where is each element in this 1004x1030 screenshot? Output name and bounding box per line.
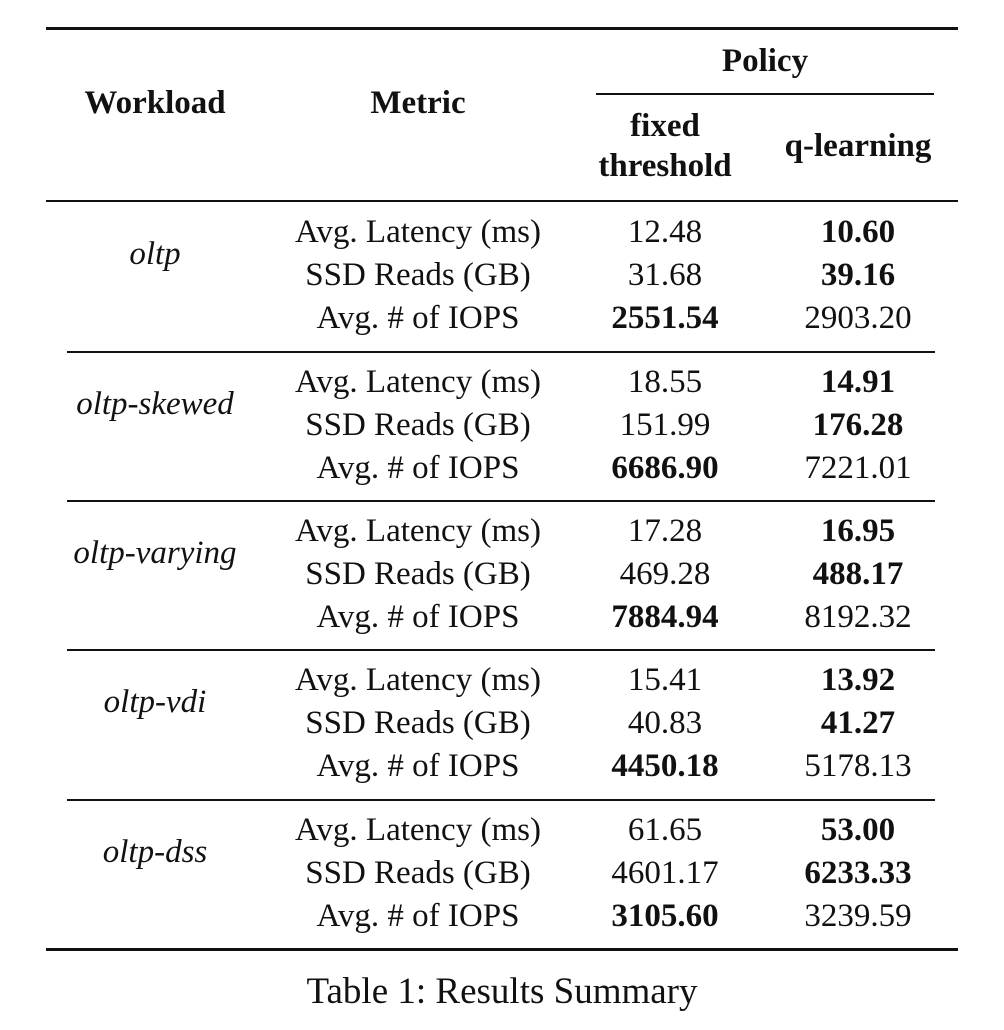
bottom-rule (46, 948, 958, 951)
metric-cell: Avg. Latency (ms) (295, 214, 541, 250)
fixed-threshold-cell: 17.28 (627, 513, 703, 549)
metric-cell: Avg. # of IOPS (316, 748, 520, 784)
policy-underline (596, 93, 934, 95)
fixed-threshold-cell: 4601.17 (611, 855, 719, 891)
q-learning-cell: 39.16 (820, 257, 896, 293)
metric-cell: Avg. Latency (ms) (295, 364, 541, 400)
q-learning-cell: 7221.01 (804, 450, 912, 486)
fixed-threshold-cell: 2551.54 (611, 300, 719, 336)
metric-cell: SSD Reads (GB) (305, 257, 531, 293)
fixed-threshold-cell: 4450.18 (611, 748, 719, 784)
q-learning-cell: 488.17 (812, 556, 904, 592)
metric-cell: Avg. Latency (ms) (295, 513, 541, 549)
table-caption: Table 1: Results Summary (306, 971, 698, 1012)
header-fixed-line2: threshold (598, 148, 732, 184)
workload-label: oltp-skewed (76, 386, 234, 422)
q-learning-cell: 13.92 (820, 662, 896, 698)
fixed-threshold-cell: 469.28 (619, 556, 711, 592)
fixed-threshold-cell: 151.99 (619, 407, 711, 443)
q-learning-cell: 5178.13 (804, 748, 912, 784)
fixed-threshold-cell: 6686.90 (611, 450, 719, 486)
q-learning-cell: 3239.59 (804, 898, 912, 934)
metric-cell: Avg. Latency (ms) (295, 662, 541, 698)
header-policy: Policy (721, 43, 809, 79)
metric-cell: Avg. # of IOPS (316, 300, 520, 336)
q-learning-cell: 16.95 (820, 513, 896, 549)
q-learning-cell: 41.27 (820, 705, 896, 741)
header-metric: Metric (370, 85, 466, 121)
fixed-threshold-cell: 7884.94 (611, 599, 719, 635)
metric-cell: SSD Reads (GB) (305, 556, 531, 592)
metric-cell: SSD Reads (GB) (305, 705, 531, 741)
header-qlearning: q-learning (784, 128, 932, 164)
metric-cell: Avg. # of IOPS (316, 599, 520, 635)
fixed-threshold-cell: 61.65 (627, 812, 703, 848)
fixed-threshold-cell: 15.41 (627, 662, 703, 698)
metric-cell: SSD Reads (GB) (305, 855, 531, 891)
q-learning-cell: 2903.20 (804, 300, 912, 336)
q-learning-cell: 53.00 (820, 812, 896, 848)
top-rule (46, 27, 958, 30)
metric-cell: SSD Reads (GB) (305, 407, 531, 443)
workload-label: oltp-varying (73, 535, 237, 571)
q-learning-cell: 8192.32 (804, 599, 912, 635)
workload-label: oltp-dss (102, 834, 208, 870)
header-workload: Workload (84, 85, 226, 121)
q-learning-cell: 10.60 (820, 214, 896, 250)
q-learning-cell: 176.28 (812, 407, 904, 443)
header-fixed-line1: fixed (630, 108, 700, 144)
fixed-threshold-cell: 18.55 (627, 364, 703, 400)
metric-cell: Avg. Latency (ms) (295, 812, 541, 848)
header-rule (46, 200, 958, 202)
q-learning-cell: 6233.33 (804, 855, 912, 891)
fixed-threshold-cell: 3105.60 (611, 898, 719, 934)
fixed-threshold-cell: 40.83 (627, 705, 703, 741)
group-separator (67, 500, 935, 502)
group-separator (67, 649, 935, 651)
metric-cell: Avg. # of IOPS (316, 898, 520, 934)
workload-label: oltp (129, 236, 181, 272)
fixed-threshold-cell: 31.68 (627, 257, 703, 293)
fixed-threshold-cell: 12.48 (627, 214, 703, 250)
group-separator (67, 799, 935, 801)
metric-cell: Avg. # of IOPS (316, 450, 520, 486)
workload-label: oltp-vdi (103, 684, 207, 720)
q-learning-cell: 14.91 (820, 364, 896, 400)
group-separator (67, 351, 935, 353)
